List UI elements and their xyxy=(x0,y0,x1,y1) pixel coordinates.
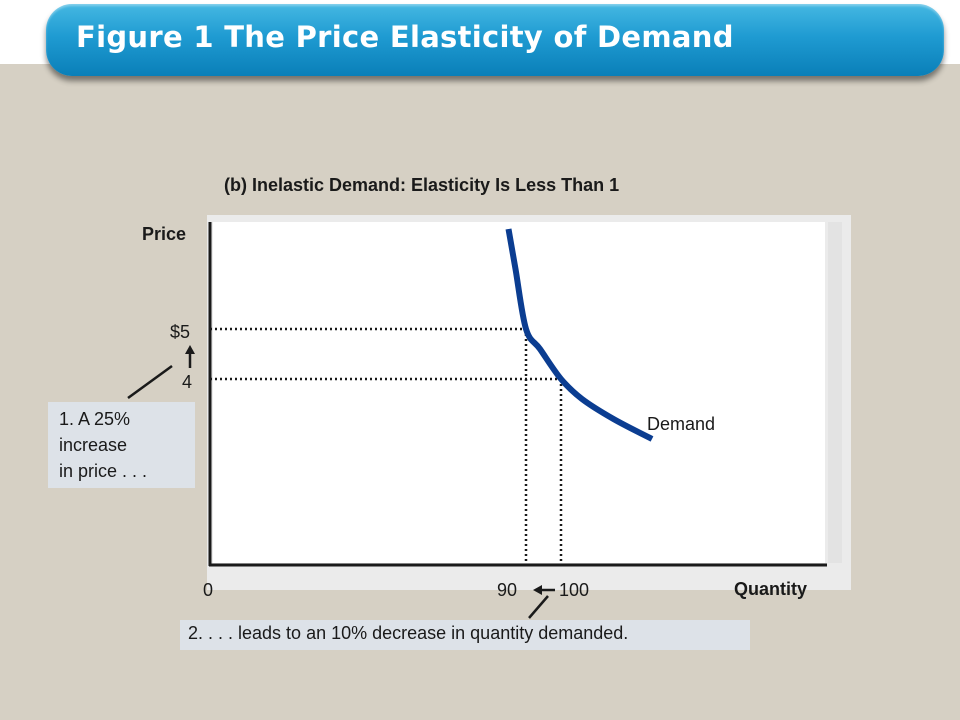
price-change-note-line: increase xyxy=(59,435,128,455)
plot-edge-shade xyxy=(828,222,842,563)
x-tick-label: 100 xyxy=(559,580,590,600)
price-change-note-line: 1. A 25% xyxy=(59,409,131,429)
price-change-note: 1. A 25% increase in price . . . xyxy=(48,402,195,488)
chart-title: (b) Inelastic Demand: Elasticity Is Less… xyxy=(224,175,620,195)
quantity-note-pointer xyxy=(528,595,549,619)
quantity-change-note: 2. . . . leads to an 10% decrease in qua… xyxy=(180,620,750,650)
guide-lines xyxy=(210,327,563,565)
y-axis-label: Price xyxy=(142,224,187,244)
title-banner xyxy=(46,4,944,76)
price-note-pointer xyxy=(127,364,173,400)
y-tick-label: 4 xyxy=(182,372,193,392)
x-tick-label: 0 xyxy=(203,580,214,600)
quantity-decrease-arrowhead xyxy=(533,585,542,595)
price-change-note-line: in price . . . xyxy=(59,461,148,481)
y-tick-label: $5 xyxy=(170,322,191,342)
x-axis-label: Quantity xyxy=(734,579,808,599)
slide-title: Figure 1 The Price Elasticity of Demand xyxy=(76,20,734,54)
price-increase-arrowhead xyxy=(185,345,195,354)
demand-curve xyxy=(505,228,654,442)
series-label: Demand xyxy=(647,414,716,434)
x-tick-label: 90 xyxy=(497,580,518,600)
